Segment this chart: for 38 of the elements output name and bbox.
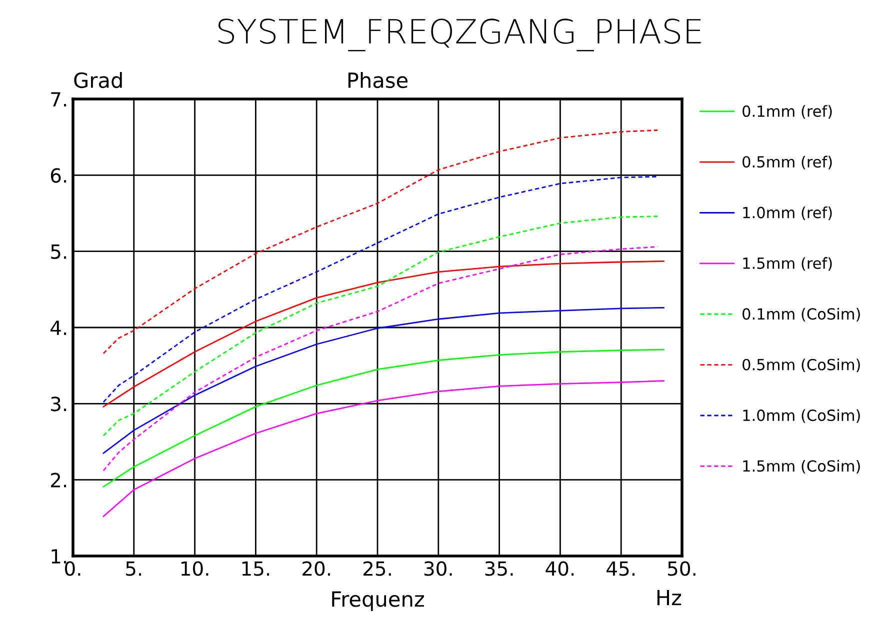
text: Hz: [657, 590, 682, 606]
x-tick-label: 50.: [668, 561, 696, 576]
y-tick-label: 7.: [51, 92, 66, 106]
x-tick-label: 0.: [65, 561, 80, 576]
chart-title: SYSTEM_FREQZGANG_PHASE: [218, 18, 701, 52]
line-series: [102, 130, 658, 354]
legend-label: 1.5mm (ref): [743, 257, 832, 271]
legend-label: 0.5mm (ref): [742, 156, 832, 170]
y-tick-label: 1.: [52, 549, 66, 564]
line-series: [102, 216, 658, 436]
line-series: [102, 348, 664, 488]
x-axis-title: Frequenz: [332, 591, 424, 611]
y-tick-label: 5.: [51, 244, 66, 259]
y-tick-label: 3.: [51, 396, 66, 412]
x-tick-label: 30.: [424, 561, 452, 576]
x-tick-label: 20.: [302, 561, 330, 576]
chart-subtitle: Phase: [348, 72, 408, 88]
x-tick-label: 5.: [126, 561, 142, 576]
line-series: [102, 176, 658, 403]
legend-label: 0.1mm (ref): [742, 105, 832, 119]
y-tick-label: 4.: [50, 320, 66, 335]
x-tick-label: 35.: [485, 561, 513, 576]
legend-label: 0.5mm (CoSim): [742, 358, 860, 372]
y-tick-label: 6.: [50, 168, 66, 183]
line-series: [102, 307, 664, 454]
legend-label: 1.0mm (ref): [743, 206, 832, 220]
legend-label: 0.1mm (CoSim): [742, 308, 860, 322]
x-tick-label: 25.: [363, 561, 391, 576]
y-axis-title: Grad: [74, 72, 122, 88]
line-series: [102, 380, 664, 518]
x-tick-label: 15.: [242, 561, 270, 576]
x-tick-label: 10.: [181, 561, 208, 576]
legend-label: 1.0mm (CoSim): [743, 409, 860, 423]
line-series: [102, 260, 664, 408]
x-tick-label: 45.: [606, 561, 634, 576]
legend-label: 1.5mm (CoSim): [743, 460, 860, 474]
x-tick-label: 40.: [546, 561, 574, 576]
y-tick-label: 2.: [51, 472, 66, 488]
